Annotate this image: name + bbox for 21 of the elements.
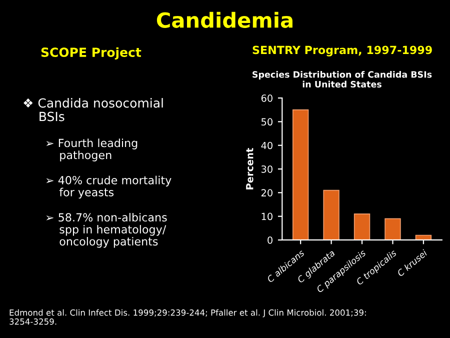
y-tick-label: 40 [261,142,272,150]
y-tick-label: 30 [261,165,272,173]
bar [323,190,340,240]
bar [292,109,309,240]
y-tick-label: 10 [262,212,272,220]
text: ➢ 40% crude mortality for yeasts [46,176,172,199]
bar [354,214,370,240]
chart-title: Candidemia [156,12,292,28]
y-tick-label: 0 [268,236,272,244]
y-tick-label: 20 [261,189,272,196]
text: SENTRY Program, 1997-1999 [252,46,432,56]
bar [384,218,401,240]
y-axis-title: Percent [246,148,254,190]
chart-subtitle: Species Distribution of Candida BSIs in United States [252,70,432,88]
text: ❖ Candida nosocomial BSIs [24,98,163,122]
text: Edmond et al. Clin Infect Dis. 1999;29:239-244; Pfaller et al. J Clin Microbiol. 2001;39: 3254-3259. [10,309,366,325]
text: SCOPE Project [41,47,142,60]
y-tick-label: 60 [261,94,272,102]
text: ➢ 58.7% non-albicans spp in hematology/ oncology patients [46,212,167,248]
y-tick-label: 50 [262,118,272,126]
text: ➢ Fourth leading pathogen [46,138,138,162]
